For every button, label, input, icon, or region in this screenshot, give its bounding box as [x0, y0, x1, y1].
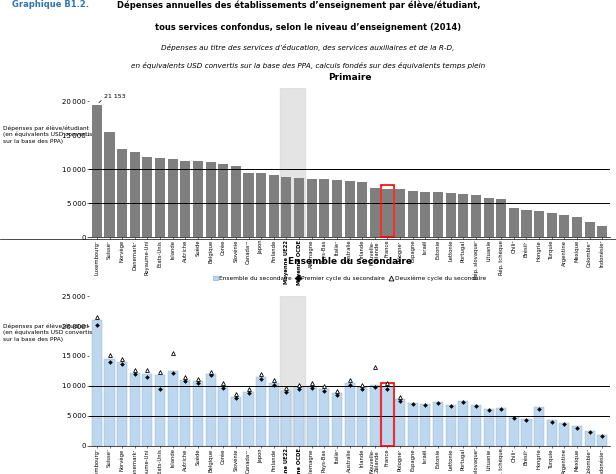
Bar: [420, 404, 431, 446]
Bar: [180, 380, 190, 446]
Bar: [546, 420, 557, 446]
Bar: [471, 405, 481, 446]
Bar: [458, 401, 468, 446]
Bar: [332, 393, 342, 446]
Bar: [585, 431, 594, 446]
Bar: [521, 419, 532, 446]
Bar: [193, 381, 203, 446]
Bar: [572, 427, 582, 446]
Bar: [294, 178, 304, 237]
Bar: [496, 408, 506, 446]
Bar: [282, 391, 291, 446]
Bar: [307, 179, 317, 237]
Bar: [357, 387, 367, 446]
Bar: [559, 215, 569, 237]
Text: tous services confondus, selon le niveau d’enseignement (2014): tous services confondus, selon le niveau…: [155, 23, 461, 32]
Bar: [332, 180, 342, 237]
Text: Dépenses par élève/étudiant
(en équivalents USD convertis
sur la base des PPA): Dépenses par élève/étudiant (en équivale…: [3, 125, 92, 144]
Bar: [218, 386, 229, 446]
Bar: [370, 188, 380, 237]
Bar: [105, 132, 115, 237]
Bar: [206, 374, 216, 446]
Bar: [256, 173, 266, 237]
Text: Dépenses annuelles des établissements d’enseignement par élève/étudiant,: Dépenses annuelles des établissements d’…: [117, 0, 480, 9]
Bar: [395, 190, 405, 237]
Bar: [117, 362, 128, 446]
Bar: [168, 159, 178, 237]
Bar: [256, 377, 266, 446]
Bar: [484, 409, 493, 446]
Bar: [458, 193, 468, 237]
Bar: [294, 387, 304, 446]
Bar: [357, 182, 367, 237]
Bar: [231, 166, 241, 237]
Bar: [282, 177, 291, 237]
Bar: [155, 375, 165, 446]
Bar: [408, 402, 418, 446]
Bar: [117, 149, 128, 237]
Bar: [130, 373, 140, 446]
Bar: [534, 407, 544, 446]
Text: Dépenses par élève/étudiant
(en équivalents USD convertis
sur la base des PPA): Dépenses par élève/étudiant (en équivale…: [3, 323, 92, 342]
Bar: [420, 191, 431, 237]
Bar: [130, 152, 140, 237]
Bar: [445, 405, 456, 446]
Bar: [168, 371, 178, 446]
Bar: [92, 105, 102, 237]
Bar: [521, 210, 532, 237]
Bar: [433, 402, 443, 446]
Bar: [433, 192, 443, 237]
Bar: [445, 193, 456, 237]
Bar: [344, 182, 355, 237]
Bar: [496, 199, 506, 237]
Bar: [92, 320, 102, 446]
Text: en équivalents USD convertis sur la base des PPA, calculs fondés sur des équival: en équivalents USD convertis sur la base…: [131, 62, 485, 69]
Text: Dépenses au titre des services d’éducation, des services auxiliaires et de la R-: Dépenses au titre des services d’éducati…: [161, 44, 455, 51]
Bar: [383, 387, 392, 446]
Bar: [307, 386, 317, 446]
Bar: [383, 189, 392, 237]
Bar: [509, 209, 519, 237]
Bar: [572, 217, 582, 237]
Bar: [509, 417, 519, 446]
Bar: [597, 435, 607, 446]
Bar: [344, 383, 355, 446]
Bar: [280, 88, 306, 237]
Bar: [319, 389, 330, 446]
Bar: [408, 191, 418, 237]
Bar: [534, 211, 544, 237]
Bar: [218, 164, 229, 237]
Text: Graphique B1.2.: Graphique B1.2.: [12, 0, 89, 9]
Bar: [597, 226, 607, 237]
Legend: Ensemble du secondaire, Premier cycle du secondaire, Deuxième cycle du secondair: Ensemble du secondaire, Premier cycle du…: [211, 273, 488, 283]
Bar: [155, 157, 165, 237]
Bar: [231, 397, 241, 446]
Bar: [193, 161, 203, 237]
Bar: [206, 163, 216, 237]
Bar: [381, 383, 394, 446]
Bar: [585, 222, 594, 237]
Bar: [243, 392, 254, 446]
Text: 21 153: 21 153: [105, 93, 126, 99]
Bar: [471, 195, 481, 237]
Bar: [559, 423, 569, 446]
Bar: [280, 296, 306, 446]
Text: Primaire: Primaire: [328, 73, 371, 82]
Bar: [484, 198, 493, 237]
Text: Ensemble du secondaire: Ensemble du secondaire: [288, 257, 411, 266]
Bar: [546, 213, 557, 237]
Bar: [142, 157, 153, 237]
Bar: [395, 399, 405, 446]
Bar: [381, 185, 394, 237]
Bar: [319, 179, 330, 237]
Bar: [243, 173, 254, 237]
Bar: [105, 359, 115, 446]
Bar: [269, 383, 279, 446]
Bar: [269, 174, 279, 237]
Bar: [142, 374, 153, 446]
Bar: [370, 384, 380, 446]
Bar: [180, 161, 190, 237]
